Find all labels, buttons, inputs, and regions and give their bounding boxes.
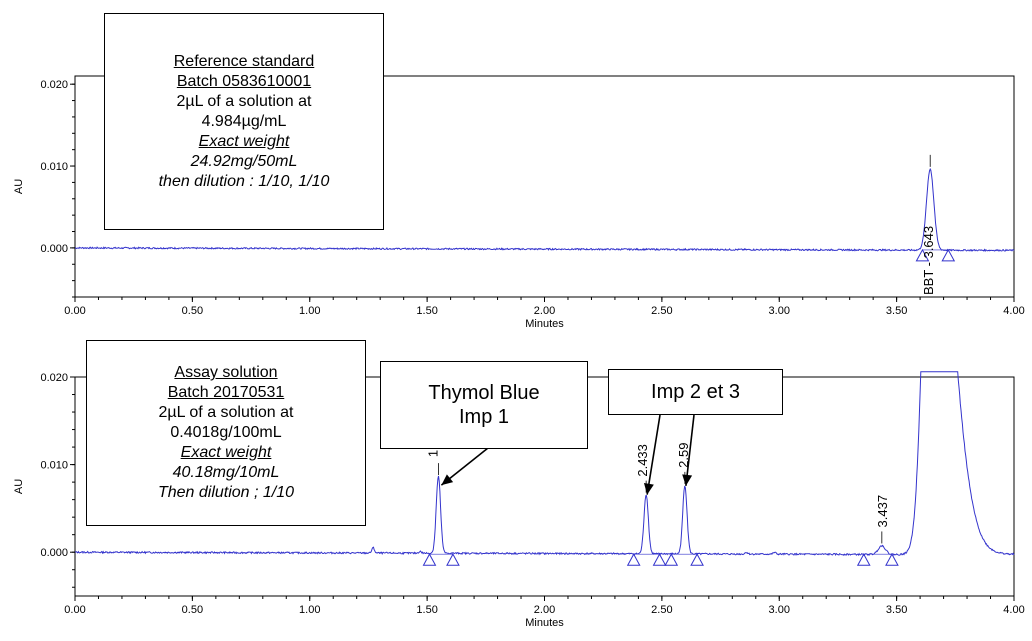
x-tick-label: 1.00	[299, 604, 320, 616]
annotation-line: Then dilution ; 1/10	[157, 484, 295, 501]
integration-marker	[856, 553, 871, 566]
annotation-line: 40.18mg/10mL	[172, 464, 280, 481]
x-tick-label: 2.50	[651, 305, 672, 317]
imp-2-3-callout: Imp 2 et 3	[608, 369, 783, 415]
integration-marker	[664, 553, 679, 566]
callout-line: Thymol Blue	[428, 382, 540, 404]
annotation-line: Batch 20170531	[167, 384, 285, 401]
x-tick-label: 2.50	[651, 604, 672, 616]
x-tick-label: 3.50	[886, 604, 907, 616]
callout-arrow-line	[685, 414, 695, 486]
y-axis-title: AU	[13, 479, 25, 494]
x-tick-label: 0.50	[182, 604, 203, 616]
annotation-line: 2µL of a solution at	[176, 92, 312, 110]
integration-marker	[422, 553, 437, 566]
x-tick-label: 4.00	[1003, 305, 1024, 317]
x-tick-label: 4.00	[1003, 604, 1024, 616]
x-tick-label: 3.00	[769, 604, 790, 616]
integration-marker	[652, 553, 667, 566]
reference-standard-annotation: Reference standard Batch 0583610001 2µL …	[104, 13, 384, 230]
y-tick-label: 0.010	[40, 460, 68, 472]
x-axis-title: Minutes	[525, 617, 564, 629]
y-tick-label: 0.000	[40, 547, 68, 559]
assay-solution-annotation: Assay solution Batch 20170531 2µL of a s…	[86, 340, 366, 526]
annotation-line: then dilution : 1/10, 1/10	[158, 172, 330, 190]
annotation-line: 4.984µg/mL	[201, 112, 287, 130]
annotation-line: 24.92mg/50mL	[190, 152, 298, 170]
y-tick-label: 0.020	[40, 79, 68, 91]
peak-label: BBT - 3.643	[921, 226, 936, 295]
callout-line: Imp 1	[458, 406, 510, 428]
annotation-line: 0.4018g/100mL	[170, 424, 282, 441]
peak-label: 2.433	[635, 444, 650, 477]
x-tick-label: 0.50	[182, 305, 203, 317]
y-axis-title: AU	[13, 179, 25, 194]
x-tick-label: 2.00	[534, 604, 555, 616]
top-chromatogram-panel: 0.000 0.010 0.020 0.00 0.50 1.00 1.50 2.00 2.50 3…	[13, 75, 1025, 330]
integration-marker	[626, 553, 641, 566]
annotation-line: Reference standard	[173, 52, 315, 70]
y-tick-label: 0.020	[40, 372, 68, 384]
annotation-line: Batch 0583610001	[176, 72, 312, 90]
annotation-line: 2µL of a solution at	[158, 404, 294, 421]
y-tick-label: 0.010	[40, 161, 68, 173]
thymol-blue-callout: Thymol Blue Imp 1	[380, 361, 588, 449]
callout-arrow-line	[646, 414, 661, 495]
x-tick-label: 2.00	[534, 305, 555, 317]
x-tick-label: 1.50	[416, 305, 437, 317]
integration-marker	[941, 248, 956, 262]
x-tick-label: 1.50	[416, 604, 437, 616]
integration-marker	[885, 553, 899, 566]
x-tick-label: 0.00	[64, 604, 85, 616]
integration-marker	[446, 553, 460, 566]
peak-label: 2.59	[676, 443, 691, 468]
integration-marker	[915, 248, 930, 262]
annotation-line: Exact weight	[180, 444, 272, 461]
callout-arrow-head	[682, 474, 693, 486]
x-tick-label: 3.50	[886, 305, 907, 317]
signal-trace	[74, 371, 1015, 557]
callout-arrow-head	[643, 482, 654, 495]
integration-marker	[690, 553, 704, 566]
bottom-chromatogram-panel: 0.000 0.010 0.020 0.00 0.50 1.00 1.50 2.00 2.50 3…	[13, 371, 1025, 629]
signal-trace	[74, 167, 1015, 253]
x-axis-title: Minutes	[525, 318, 564, 330]
y-tick-label: 0.000	[40, 243, 68, 255]
annotation-line: Exact weight	[198, 132, 290, 150]
callout-line: Imp 2 et 3	[651, 381, 740, 403]
x-tick-label: 3.00	[769, 305, 790, 317]
x-tick-label: 1.00	[299, 305, 320, 317]
peak-label: 3.437	[875, 495, 890, 528]
annotation-line: Assay solution	[174, 364, 278, 381]
x-tick-label: 0.00	[64, 305, 85, 317]
callout-arrow-head	[441, 474, 454, 486]
